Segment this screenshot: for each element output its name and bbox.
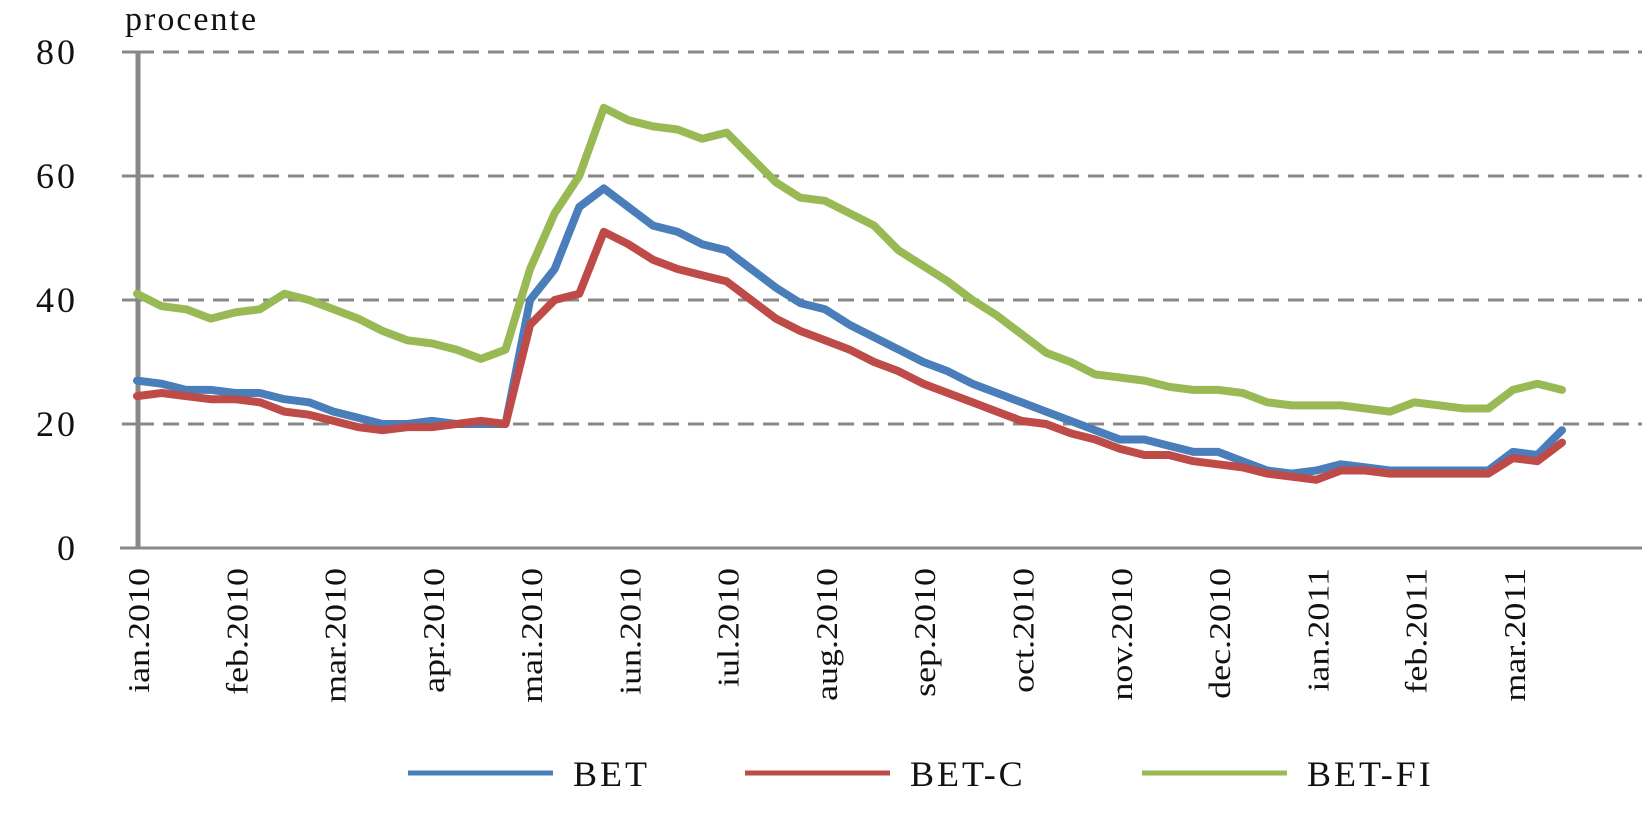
x-tick-label: sep.2010 (909, 568, 943, 697)
y-tick-label: 60 (36, 156, 78, 196)
x-tick-label: feb.2010 (221, 568, 255, 695)
series-line (133, 184, 1566, 478)
series-line (133, 103, 1566, 416)
x-tick-label: mai.2010 (516, 568, 550, 703)
x-tick-label: oct.2010 (1007, 568, 1041, 693)
y-tick-label: 40 (36, 280, 78, 320)
x-tick-label: mar.2011 (1498, 568, 1532, 702)
series-line (133, 227, 1566, 484)
legend-label: BET-FI (1307, 754, 1434, 794)
x-tick-label: iul.2010 (712, 568, 746, 687)
x-tick-label: apr.2010 (417, 568, 451, 693)
y-tick-label: 80 (36, 32, 78, 72)
x-tick-label: dec.2010 (1203, 568, 1237, 699)
x-tick-label: nov.2010 (1105, 568, 1139, 701)
y-tick-label: 0 (57, 528, 78, 568)
x-tick-label: aug.2010 (810, 568, 844, 701)
y-axis-label: procente (125, 1, 258, 38)
legend-label: BET (573, 754, 650, 794)
x-tick-label: mar.2010 (319, 568, 353, 703)
legend-label: BET-C (910, 754, 1026, 794)
x-tick-label: feb.2011 (1400, 568, 1434, 694)
x-tick-label: ian.2010 (122, 568, 156, 693)
x-tick-label: iun.2010 (614, 568, 648, 695)
y-tick-label: 20 (36, 404, 78, 444)
x-tick-label: ian.2011 (1302, 568, 1336, 692)
